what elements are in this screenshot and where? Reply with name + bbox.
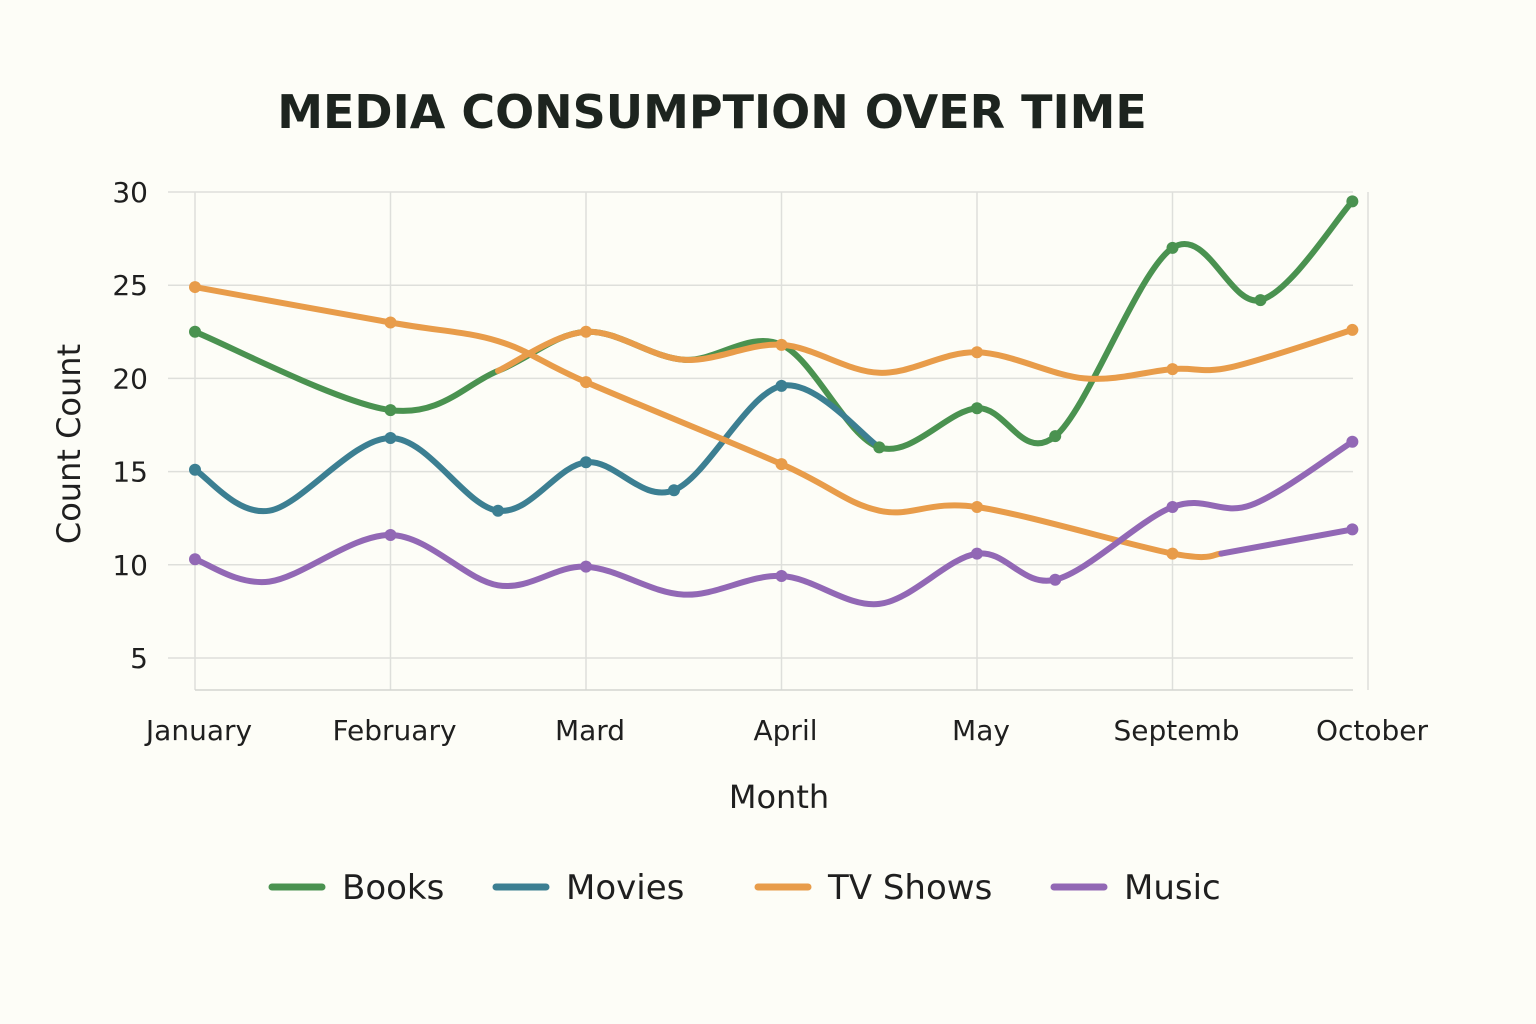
- data-point-tv-shows: [971, 501, 983, 514]
- legend-label: TV Shows: [827, 868, 992, 908]
- y-axis-label: Count Count: [50, 344, 88, 544]
- data-point-movies: [580, 456, 592, 469]
- data-point-music: [384, 528, 397, 541]
- data-point-tv-shows-upper: [1166, 363, 1179, 376]
- legend-item-books: Books: [268, 868, 444, 908]
- y-tick-label: 20: [112, 362, 148, 395]
- x-tick-label: April: [754, 714, 818, 747]
- data-point-books: [1166, 241, 1179, 254]
- x-tick-label: October: [1316, 714, 1429, 747]
- y-tick-label: 25: [112, 269, 148, 302]
- data-point-movies: [492, 504, 505, 517]
- legend-item-movies: Movies: [492, 868, 684, 908]
- series-line-music: [192, 438, 1356, 608]
- y-tick-label: 15: [112, 456, 148, 489]
- legend-label: Music: [1124, 868, 1221, 908]
- data-point-tv-shows-upper: [775, 338, 788, 351]
- x-tick-label: January: [144, 714, 252, 747]
- data-point-books: [1254, 294, 1267, 307]
- series-line-books: [192, 198, 1356, 452]
- series-line-music-lower: [1218, 526, 1356, 557]
- data-point-books: [971, 402, 983, 415]
- chart-title: MEDIA CONSUMPTION OVER TIME: [277, 85, 1147, 139]
- x-tick-label: February: [332, 714, 456, 747]
- y-tick-label: 10: [112, 549, 148, 582]
- legend-item-tv-shows: TV Shows: [754, 868, 992, 908]
- legend-label: Movies: [566, 868, 684, 908]
- data-point-tv-shows: [775, 458, 788, 471]
- legend: Books Movies TV Shows Music: [268, 868, 1221, 908]
- y-tick-label: 5: [130, 642, 148, 675]
- data-point-tv-shows: [384, 316, 397, 329]
- series-lines: [192, 198, 1356, 608]
- y-axis-ticks: 5 10 15 20 25 30: [112, 176, 148, 675]
- data-point-tv-shows-upper: [1346, 323, 1359, 336]
- series-line-movies: [192, 382, 883, 515]
- data-point-tv-shows-upper: [971, 346, 983, 359]
- data-point-music: [189, 553, 201, 566]
- data-point-tv-shows-upper: [580, 325, 592, 338]
- data-point-tv-shows: [580, 376, 592, 389]
- data-point-music: [775, 569, 788, 582]
- data-point-movies: [775, 379, 788, 392]
- x-axis-ticks: January February Mard April May Septemb Octobe…: [144, 714, 1429, 747]
- data-point-books: [1049, 430, 1062, 443]
- data-point-books: [873, 441, 886, 454]
- data-point-books: [1346, 195, 1359, 208]
- data-point-books: [384, 404, 397, 417]
- x-axis-label: Month: [729, 778, 829, 816]
- data-point-movies: [667, 484, 680, 497]
- data-point-music: [1166, 501, 1179, 514]
- data-point-tv-shows: [189, 281, 201, 294]
- series-line-tv-shows: [192, 284, 1225, 561]
- legend-label: Books: [342, 868, 444, 908]
- data-point-music: [1049, 573, 1062, 586]
- x-tick-label: May: [952, 714, 1010, 747]
- x-tick-label: Septemb: [1113, 714, 1239, 747]
- series-markers: [189, 195, 1359, 586]
- data-point-music: [971, 547, 983, 560]
- data-point-music: [1346, 435, 1359, 448]
- legend-item-music: Music: [1050, 868, 1221, 908]
- data-point-tv-shows: [1166, 547, 1179, 560]
- data-point-books: [189, 325, 201, 338]
- x-tick-label: Mard: [555, 714, 625, 747]
- series-line-tv-shows-upper: [495, 326, 1356, 382]
- data-point-music: [580, 560, 592, 573]
- data-point-music-lower: [1346, 523, 1359, 536]
- grid: [168, 191, 1369, 691]
- data-point-movies: [384, 432, 397, 445]
- data-point-movies: [189, 463, 201, 476]
- y-tick-label: 30: [112, 176, 148, 209]
